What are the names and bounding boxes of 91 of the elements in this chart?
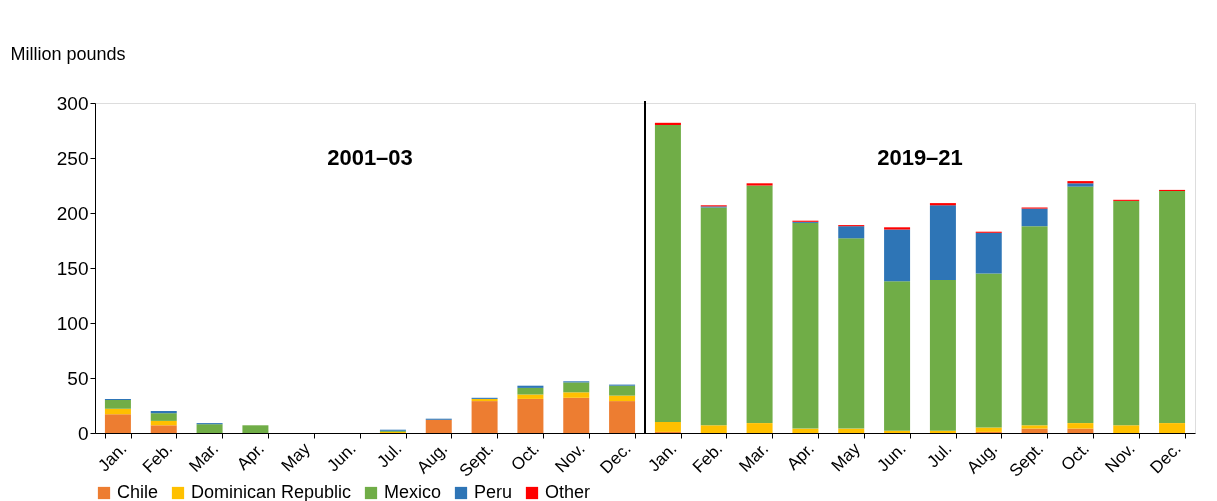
bar — [746, 423, 773, 433]
legend-label: Chile — [117, 482, 159, 501]
bar — [746, 183, 773, 186]
bar — [838, 226, 865, 239]
bar — [242, 425, 269, 433]
bar — [425, 419, 452, 433]
x-tick-label: Mar. — [735, 439, 773, 476]
bar — [1067, 428, 1094, 433]
bar — [1021, 428, 1048, 433]
bar — [700, 425, 727, 433]
bar — [1113, 200, 1140, 426]
y-tick-label: 150 — [56, 257, 89, 279]
y-tick-label: 0 — [77, 422, 89, 444]
y-tick-label: 300 — [56, 92, 89, 114]
y-tick-label: 50 — [67, 367, 89, 389]
bar — [104, 414, 131, 433]
y-tick-label: 200 — [56, 202, 89, 224]
x-tick-label: Aug. — [963, 439, 1002, 478]
bar — [929, 205, 956, 281]
legend-label: Mexico — [384, 482, 442, 501]
bar — [196, 424, 223, 433]
x-tick-label: Dec. — [596, 439, 635, 478]
x-tick-label: Dec. — [1146, 439, 1185, 478]
bar — [517, 398, 544, 433]
bar — [1021, 208, 1048, 227]
x-tick-label: Apr. — [233, 439, 268, 474]
y-tick-label: 100 — [56, 312, 89, 334]
bar — [654, 422, 681, 432]
bar — [609, 385, 636, 396]
x-tick-label: Apr. — [783, 439, 818, 474]
bar — [792, 428, 819, 433]
bar — [975, 232, 1002, 274]
bar — [104, 408, 131, 415]
bar — [1113, 425, 1140, 433]
bar — [1021, 226, 1048, 426]
bar — [563, 397, 590, 433]
bar — [929, 203, 956, 206]
annotation: 2001–03 — [327, 145, 413, 170]
x-tick-label: Nov. — [1101, 439, 1139, 477]
y-axis-title: Million pounds — [10, 43, 126, 64]
bar — [150, 425, 177, 433]
bar — [654, 125, 681, 422]
bar — [150, 420, 177, 426]
bar — [471, 401, 498, 433]
x-tick-label: Mar. — [185, 439, 223, 476]
bar — [929, 430, 956, 433]
bar — [884, 229, 911, 282]
legend-label: Peru — [474, 482, 513, 501]
bar — [517, 385, 544, 388]
x-tick-label: Jan. — [644, 439, 681, 476]
bar — [609, 395, 636, 402]
bar — [563, 382, 590, 393]
x-tick-label: Jul. — [923, 439, 956, 472]
x-tick-label: Nov. — [551, 439, 589, 477]
bar — [517, 394, 544, 399]
annotation: 2019–21 — [877, 145, 963, 170]
bar — [838, 428, 865, 433]
bar — [884, 227, 911, 230]
bar — [150, 413, 177, 421]
bar — [884, 281, 911, 431]
x-tick-label: Aug. — [413, 439, 452, 478]
legend-label: Other — [545, 482, 591, 501]
bar — [517, 387, 544, 395]
bar — [838, 238, 865, 429]
bar — [1021, 425, 1048, 429]
bar — [654, 122, 681, 125]
x-tick-label: Jun. — [323, 439, 360, 476]
bar — [884, 430, 911, 433]
x-tick-label: Feb. — [138, 439, 177, 477]
bar — [929, 280, 956, 431]
bar — [563, 392, 590, 398]
x-tick-label: Jun. — [873, 439, 910, 476]
bar — [1159, 191, 1186, 424]
bar — [700, 207, 727, 426]
bar — [1067, 423, 1094, 429]
bar — [609, 401, 636, 433]
bar — [1067, 186, 1094, 424]
bar — [792, 222, 819, 429]
bar — [1159, 423, 1186, 433]
bar — [746, 185, 773, 424]
y-tick-label: 250 — [56, 147, 89, 169]
x-tick-label: Feb. — [688, 439, 727, 477]
x-tick-label: Oct. — [1057, 439, 1093, 475]
bar — [975, 427, 1002, 432]
x-tick-label: Oct. — [507, 439, 543, 475]
bar — [104, 400, 131, 409]
legend-label: Dominican Republic — [191, 482, 352, 501]
bar — [975, 273, 1002, 428]
x-tick-label: Jan. — [94, 439, 131, 476]
x-tick-label: Jul. — [373, 439, 406, 472]
bar — [150, 411, 177, 414]
